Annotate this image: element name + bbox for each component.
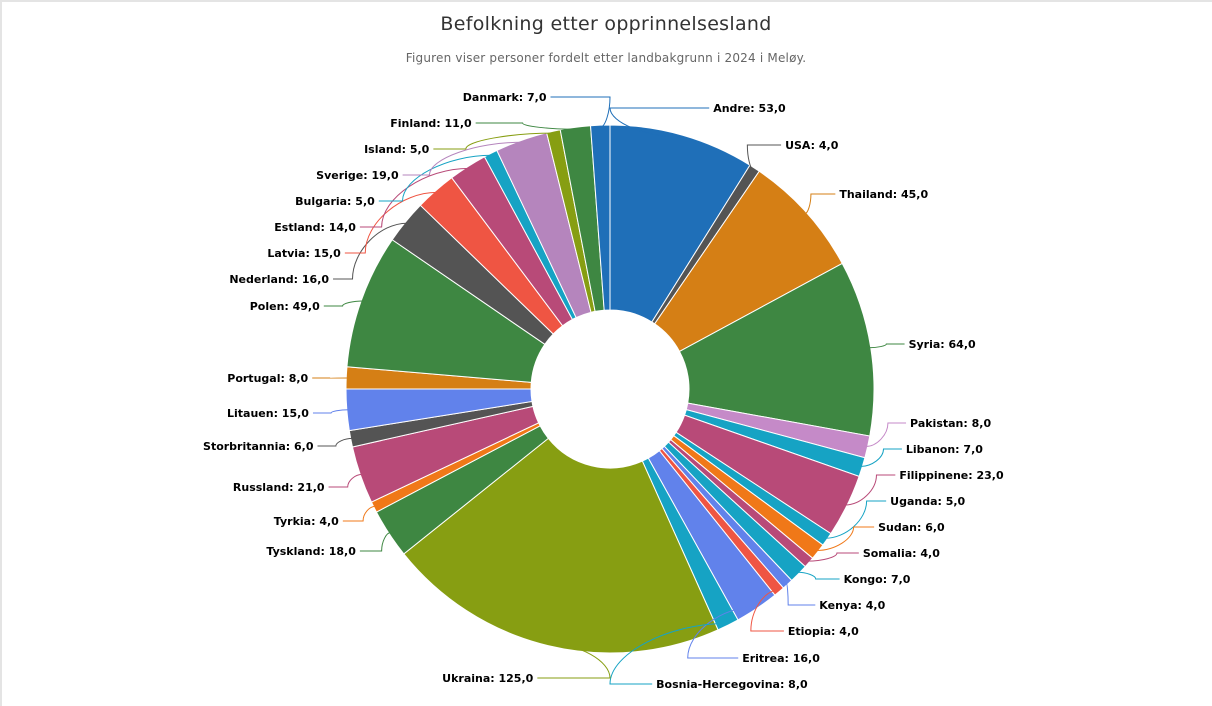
slice-andre[interactable] [609,124,751,323]
label-connectors [312,96,907,685]
data-label-polen: Polen: 49,0 [250,300,320,313]
data-label-litauen: Litauen: 15,0 [227,407,309,420]
data-label-estland: Estland: 14,0 [274,221,356,234]
data-label-danmark: Danmark: 7,0 [463,91,547,104]
data-label-tyskland: Tyskland: 18,0 [266,545,356,558]
data-label-tyrkia: Tyrkia: 4,0 [274,515,339,528]
connector-tyrkia [342,505,376,522]
connector-tyskland [359,532,391,552]
connector-storbritannia [317,437,353,447]
chart-title: Befolkning etter opprinnelsesland [440,13,772,35]
connector-island [433,132,554,150]
data-label-kenya: Kenya: 4,0 [819,599,885,612]
data-label-russland: Russland: 21,0 [233,481,325,494]
data-label-bulgaria: Bulgaria: 5,0 [295,195,375,208]
data-label-libanon: Libanon: 7,0 [906,443,983,456]
slice-syria[interactable] [678,262,875,437]
data-label-portugal: Portugal: 8,0 [227,372,308,385]
data-label-usa: USA: 4,0 [785,139,839,152]
connector-sverige [402,141,522,176]
connector-andre [609,107,710,138]
connector-usa [746,144,782,171]
connector-russland [328,473,363,488]
connector-libanon [860,448,902,468]
connector-bulgaria [378,154,492,202]
data-label-syria: Syria: 64,0 [909,338,976,351]
data-label-andre: Andre: 53,0 [713,102,786,115]
connector-kenya [785,582,816,606]
data-label-sverige: Sverige: 19,0 [316,169,399,182]
connector-pakistan [865,422,907,448]
data-label-latvia: Latvia: 15,0 [267,247,341,260]
connector-bosnia-hercegovina [609,622,728,685]
data-label-uganda: Uganda: 5,0 [890,495,965,508]
connector-uganda [825,500,887,539]
connector-danmark [550,96,611,128]
connector-sudan [816,526,875,551]
data-label-filippinene: Filippinene: 23,0 [899,469,1004,482]
connector-eritrea [687,606,756,659]
connector-ukraina [537,643,611,679]
chart-slices [345,124,875,654]
connector-polen [323,300,364,307]
slice-polen[interactable] [346,239,546,383]
chart-subtitle: Figuren viser personer fordelt etter lan… [405,51,807,65]
data-label-island: Island: 5,0 [364,143,430,156]
data-label-thailand: Thailand: 45,0 [839,188,928,201]
slice-danmark[interactable] [590,124,611,311]
connector-syria [868,343,905,349]
connector-filippinene [844,474,896,506]
data-label-finland: Finland: 11,0 [390,117,472,130]
connector-etiopia [750,589,784,632]
data-label-storbritannia: Storbritannia: 6,0 [203,440,314,453]
connector-kongo [797,571,840,580]
data-label-eritrea: Eritrea: 16,0 [742,652,820,665]
data-label-bosnia-hercegovina: Bosnia-Hercegovina: 8,0 [656,678,808,691]
connector-thailand [804,193,836,215]
connector-somalia [807,552,859,562]
data-label-etiopia: Etiopia: 4,0 [788,625,859,638]
data-label-pakistan: Pakistan: 8,0 [910,417,991,430]
data-label-somalia: Somalia: 4,0 [863,547,940,560]
data-label-sudan: Sudan: 6,0 [878,521,945,534]
connector-estland [359,167,469,228]
connector-finland [475,122,576,130]
data-label-ukraina: Ukraina: 125,0 [442,672,533,685]
data-labels: Andre: 53,0 USA: 4,0 Thailand: 45,0 Syria: … [203,91,1004,691]
connector-litauen [312,409,349,414]
data-label-kongo: Kongo: 7,0 [844,573,911,586]
data-label-nederland: Nederland: 16,0 [229,273,329,286]
